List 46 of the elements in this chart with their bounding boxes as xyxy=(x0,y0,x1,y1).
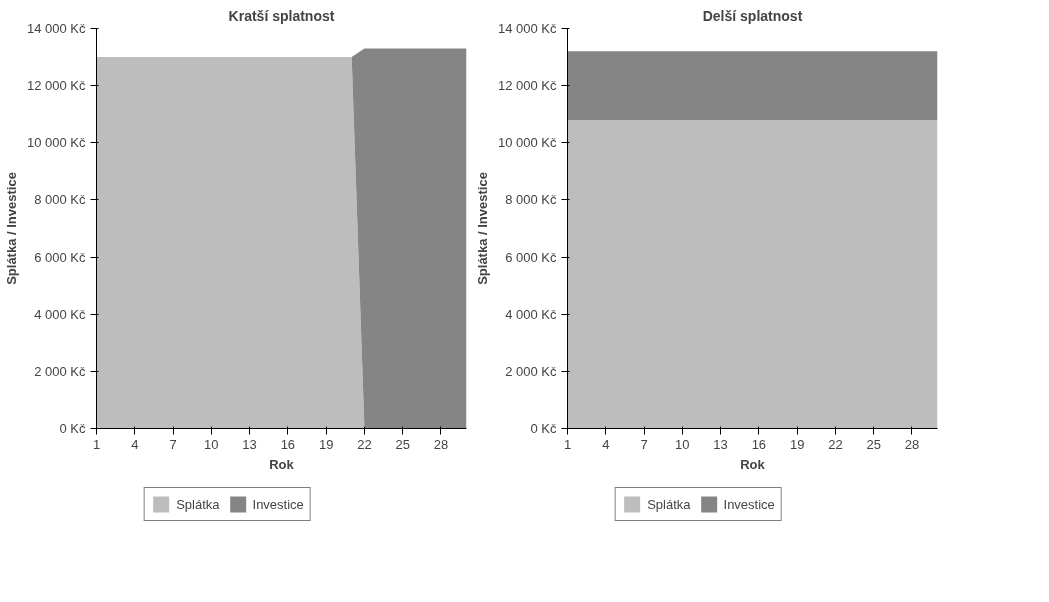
x-axis-title: Rok xyxy=(740,456,766,472)
x-tick-label: 10 xyxy=(675,436,690,452)
y-axis-title: Splátka / Investice xyxy=(3,172,19,285)
y-tick-label: 14 000 Kč xyxy=(26,21,86,36)
y-tick-label: 12 000 Kč xyxy=(26,78,86,94)
x-tick-label: 16 xyxy=(280,436,296,452)
y-tick-label: 14 000 Kč xyxy=(497,21,557,36)
y-tick-label: 0 Kč xyxy=(59,421,86,436)
x-tick-label: 10 xyxy=(204,436,219,452)
x-tick-label: 1 xyxy=(563,436,572,452)
x-tick-label: 19 xyxy=(789,436,805,452)
x-tick-label: 28 xyxy=(433,436,449,452)
y-axis-title: Splátka / Investice xyxy=(474,172,490,285)
x-tick-label: 7 xyxy=(640,436,648,452)
x-tick-label: 16 xyxy=(751,436,767,452)
chart-title: Delší splatnost xyxy=(702,7,803,24)
x-tick-label: 25 xyxy=(866,436,881,452)
y-tick-label: 6 000 Kč xyxy=(505,249,557,265)
y-tick-label: 4 000 Kč xyxy=(34,306,86,322)
legend-label: Splátka xyxy=(176,496,220,512)
x-tick-label: 4 xyxy=(131,436,139,452)
y-tick-label: 12 000 Kč xyxy=(497,78,557,94)
legend-label: Investice xyxy=(723,496,775,512)
y-tick-label: 2 000 Kč xyxy=(34,363,86,379)
y-tick-label: 6 000 Kč xyxy=(34,249,86,265)
x-tick-label: 22 xyxy=(357,436,372,452)
y-tick-label: 2 000 Kč xyxy=(505,363,557,379)
x-tick-label: 13 xyxy=(242,436,257,452)
y-tick-label: 10 000 Kč xyxy=(26,135,86,151)
y-tick-label: 8 000 Kč xyxy=(505,192,557,208)
legend-label: Splátka xyxy=(647,496,691,512)
x-tick-label: 25 xyxy=(395,436,410,452)
x-tick-label: 19 xyxy=(318,436,334,452)
x-tick-label: 28 xyxy=(904,436,920,452)
x-tick-label: 1 xyxy=(92,436,101,452)
y-tick-label: 0 Kč xyxy=(530,421,557,436)
x-tick-label: 13 xyxy=(713,436,728,452)
x-tick-label: 22 xyxy=(828,436,843,452)
y-tick-label: 4 000 Kč xyxy=(505,306,557,322)
y-tick-label: 10 000 Kč xyxy=(497,135,557,151)
chart-title: Kratší splatnost xyxy=(228,7,335,24)
x-tick-label: 7 xyxy=(169,436,177,452)
x-axis-title: Rok xyxy=(269,456,295,472)
legend-label: Investice xyxy=(252,496,304,512)
y-tick-label: 8 000 Kč xyxy=(34,192,86,208)
x-tick-label: 4 xyxy=(602,436,610,452)
